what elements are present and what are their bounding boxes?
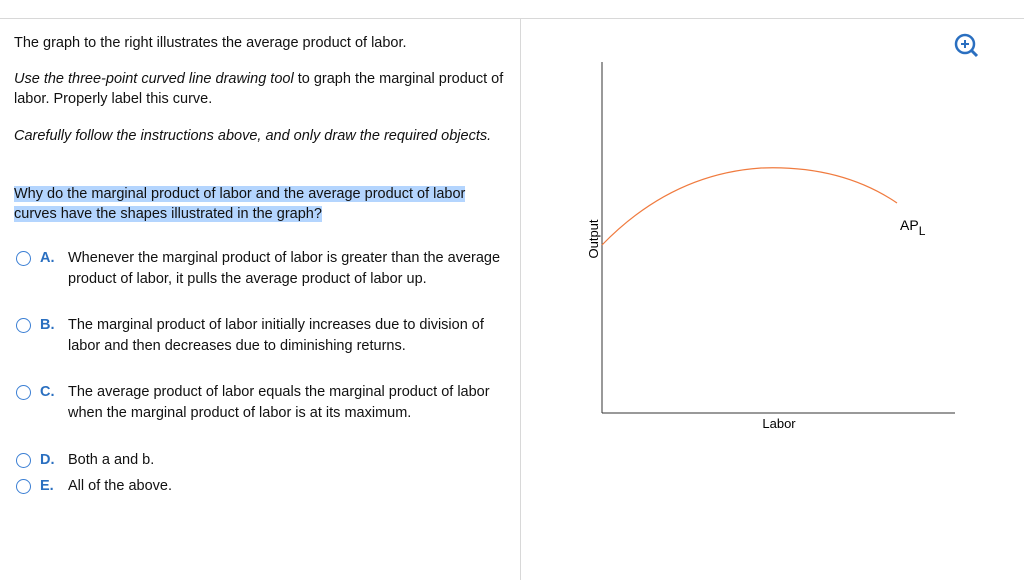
option-letter[interactable]: B. [40,317,55,333]
radio-button[interactable] [16,385,31,400]
curve-label-main: AP [900,217,919,233]
radio-button[interactable] [16,453,31,468]
radio-button[interactable] [16,318,31,333]
option-letter[interactable]: C. [40,384,55,400]
option-letter[interactable]: A. [40,250,55,266]
option-text[interactable]: The average product of labor equals the … [68,384,490,421]
option[interactable]: A. Whenever the marginal product of labor… [14,248,504,289]
option[interactable]: E. All of the above. [14,476,504,497]
zoom-handle[interactable] [969,48,979,58]
instruction-italic: Use the three-point curved line drawing … [14,71,294,87]
instruction-rest: to graph the marginal product of labor. … [14,71,504,107]
y-axis-label: Output [586,219,601,258]
option[interactable]: D. Both a and b. [14,450,504,471]
zoom-icon[interactable] [954,33,976,55]
intro: The graph to the right illustrates the a… [14,35,407,51]
divider [520,19,521,580]
caution: Carefully follow the instructions above,… [14,128,492,144]
x-axis-label: Labor [762,416,796,431]
option[interactable]: B. The marginal product of labor initiall… [14,315,504,356]
zoom-button[interactable] [954,33,979,58]
option-text[interactable]: All of the above. [68,478,172,494]
question-text: Why do the marginal product of labor and… [14,186,466,222]
ap-curve [601,167,898,246]
option-text[interactable]: Whenever the marginal product of labor i… [68,250,501,287]
option-text[interactable]: The marginal product of labor initially … [68,317,484,354]
question: Why do the marginal product of labor and… [14,184,504,224]
graph: Output Labor APL [586,33,979,431]
instruction: Use the three-point curved line drawing … [14,69,504,109]
option[interactable]: C. The average product of labor equals th… [14,382,504,423]
radio-button[interactable] [16,251,31,266]
curve-label: APL [900,217,926,238]
top-border [0,18,1024,19]
curve-label-sub: L [919,224,926,238]
option-letter[interactable]: E. [40,478,54,494]
option-text[interactable]: Both a and b. [68,452,155,468]
option-letter[interactable]: D. [40,452,55,468]
radio-button[interactable] [16,479,31,494]
